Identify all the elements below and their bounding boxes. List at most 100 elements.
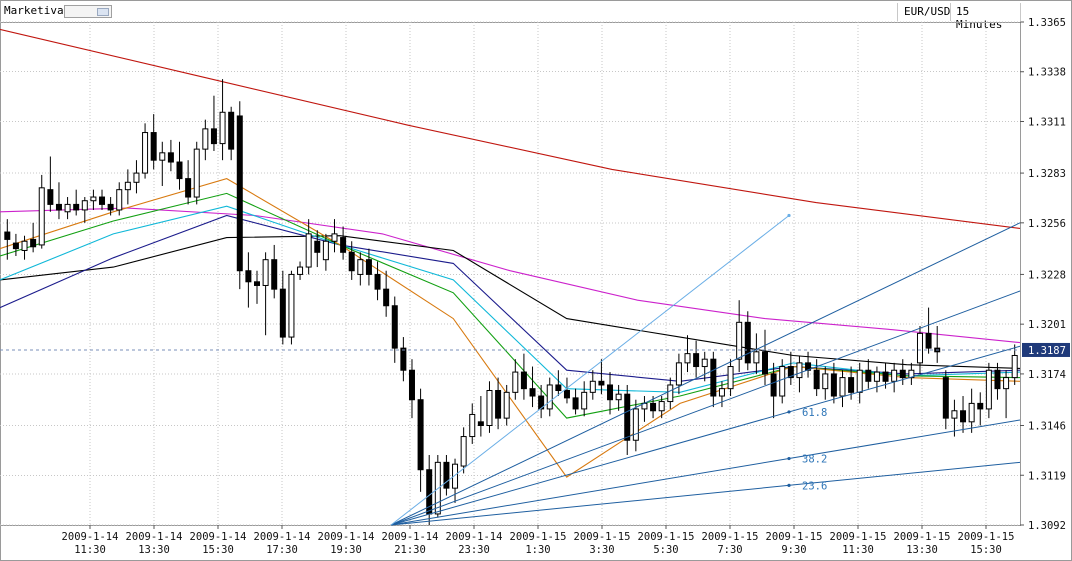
x-tick-date: 2009-1-14	[126, 531, 183, 543]
candle-bull	[331, 233, 338, 242]
candle-bull	[839, 377, 846, 397]
candle-bull	[796, 362, 803, 379]
candle-bear	[865, 369, 872, 382]
candle-bull	[322, 240, 329, 261]
y-tick-label: 1.3174	[1028, 369, 1066, 381]
candle-bull	[916, 332, 923, 364]
fan-line	[390, 461, 1021, 526]
candle-bull	[985, 369, 992, 410]
candle-bull	[727, 366, 734, 390]
candle-bull	[718, 388, 725, 397]
dropdown-toggle-icon[interactable]	[97, 8, 109, 16]
candle-bear	[572, 397, 579, 410]
candle-bear	[443, 461, 450, 489]
y-tick-label: 1.3146	[1028, 421, 1066, 433]
candle-bear	[236, 115, 243, 272]
y-tick-label: 1.3256	[1028, 218, 1066, 230]
y-tick-label: 1.3228	[1028, 269, 1066, 281]
x-tick-date: 2009-1-14	[62, 531, 119, 543]
candle-bear	[960, 410, 967, 423]
x-tick-time: 19:30	[330, 544, 362, 556]
candle-bear	[348, 251, 355, 272]
candle-bull	[452, 463, 459, 489]
candle-bear	[555, 384, 562, 391]
timeframe-label[interactable]: 15 Minutes	[956, 5, 1003, 31]
candle-bear	[210, 128, 217, 145]
x-tick-date: 2009-1-15	[574, 531, 631, 543]
candle-bull	[779, 366, 786, 397]
candle-bull	[891, 369, 898, 382]
candle-bull	[124, 181, 131, 191]
candle-bull	[615, 393, 622, 401]
candle-bear	[228, 111, 235, 150]
candle-bull	[968, 402, 975, 423]
y-tick-label: 1.3338	[1028, 67, 1066, 79]
candle-bull	[658, 401, 665, 412]
fan-level-marker	[787, 456, 791, 461]
candle-bear	[813, 369, 820, 390]
fan-line	[390, 290, 1021, 526]
x-tick-time: 13:30	[906, 544, 938, 556]
candle-bull	[21, 240, 28, 251]
candle-bear	[167, 152, 174, 163]
brand-label: Marketiva	[4, 4, 64, 17]
x-tick-time: 3:30	[589, 544, 614, 556]
symbol-divider	[950, 3, 951, 21]
candle-bear	[47, 189, 54, 205]
candle-bear	[400, 347, 407, 371]
x-tick-date: 2009-1-15	[638, 531, 695, 543]
x-tick-time: 15:30	[202, 544, 234, 556]
x-tick-time: 11:30	[74, 544, 106, 556]
candle-bear	[598, 380, 605, 386]
candle-bear	[314, 240, 321, 253]
candle-bull	[736, 321, 743, 360]
brand-dropdown[interactable]	[64, 5, 112, 18]
moving-average-line	[0, 28, 1021, 229]
x-tick-time: 11:30	[842, 544, 874, 556]
candle-bear	[477, 421, 484, 427]
x-tick-date: 2009-1-15	[766, 531, 823, 543]
candle-bull	[1003, 377, 1010, 390]
candle-bear	[787, 366, 794, 379]
x-tick-time: 1:30	[525, 544, 550, 556]
candle-bull	[64, 203, 71, 213]
candle-bull	[486, 389, 493, 427]
candle-bear	[185, 178, 192, 198]
y-tick-label: 1.3365	[1028, 17, 1066, 29]
candle-bear	[744, 321, 751, 364]
x-tick-time: 9:30	[781, 544, 806, 556]
fan-line	[390, 419, 1021, 526]
candle-bear	[99, 196, 106, 205]
x-tick-date: 2009-1-15	[830, 531, 887, 543]
candle-bull	[581, 391, 588, 410]
x-tick-date: 2009-1-15	[702, 531, 759, 543]
candle-bull	[133, 172, 140, 183]
candle-bull	[469, 413, 476, 438]
candle-bull	[632, 408, 639, 441]
candle-bear	[245, 270, 252, 283]
candle-bear	[899, 369, 906, 379]
candle-bear	[624, 393, 631, 441]
candle-bull	[512, 371, 519, 393]
x-tick-time: 13:30	[138, 544, 170, 556]
candle-bear	[365, 259, 372, 275]
candle-bear	[4, 231, 11, 240]
candle-bull	[81, 200, 88, 211]
candle-bear	[383, 288, 390, 307]
candle-bear	[254, 281, 260, 286]
candle-bull	[90, 196, 97, 202]
y-tick-label: 1.3201	[1028, 319, 1066, 331]
x-tick-date: 2009-1-15	[894, 531, 951, 543]
candle-bear	[830, 373, 837, 397]
x-tick-time: 15:30	[970, 544, 1002, 556]
fan-level-marker	[787, 410, 791, 414]
candle-bear	[925, 332, 932, 349]
symbol-label: EUR/USD	[904, 5, 951, 18]
candle-bull	[684, 353, 691, 364]
candle-bull	[675, 362, 682, 386]
x-tick-time: 5:30	[653, 544, 678, 556]
candle-bear	[55, 203, 62, 211]
fan-level-label: 38.2	[802, 454, 827, 466]
candle-bull	[822, 373, 829, 390]
